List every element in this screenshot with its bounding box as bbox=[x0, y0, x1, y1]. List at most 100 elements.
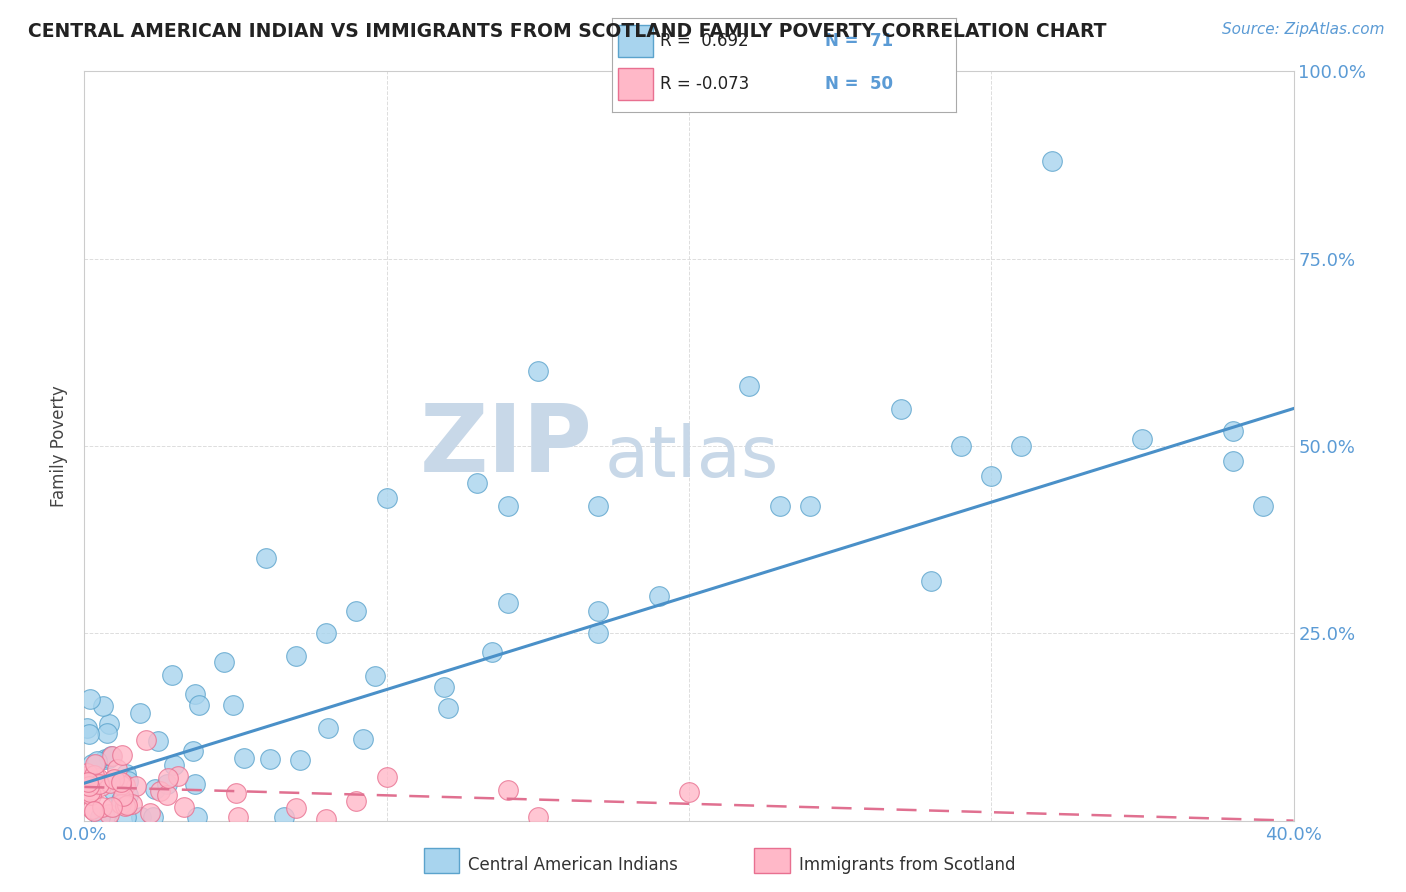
Point bbox=[82, 769, 104, 783]
Point bbox=[156, 789, 179, 803]
Point bbox=[588, 604, 610, 618]
Text: R = -0.073: R = -0.073 bbox=[659, 75, 749, 94]
Point bbox=[84, 756, 107, 771]
Point bbox=[80, 756, 103, 771]
Point bbox=[527, 364, 550, 378]
Point bbox=[97, 807, 120, 822]
Point bbox=[181, 744, 204, 758]
Point bbox=[101, 748, 124, 763]
Point bbox=[588, 499, 610, 513]
Point bbox=[346, 604, 368, 618]
Point bbox=[103, 772, 125, 787]
Point bbox=[115, 810, 138, 824]
Point bbox=[225, 786, 247, 800]
Point bbox=[91, 800, 114, 814]
Point bbox=[111, 748, 134, 763]
Point bbox=[799, 499, 821, 513]
Point bbox=[254, 551, 277, 566]
Point bbox=[156, 777, 179, 791]
Point bbox=[527, 810, 550, 824]
Point bbox=[769, 499, 792, 513]
Point bbox=[100, 776, 122, 790]
Point bbox=[79, 692, 101, 706]
Point bbox=[115, 798, 138, 813]
Point bbox=[678, 785, 700, 799]
Point bbox=[363, 669, 385, 683]
Point bbox=[77, 774, 100, 789]
Point bbox=[112, 789, 135, 803]
Point bbox=[1040, 154, 1063, 169]
Point bbox=[186, 810, 208, 824]
Point bbox=[980, 469, 1002, 483]
Point bbox=[89, 810, 111, 824]
Point bbox=[80, 802, 103, 816]
Point bbox=[1253, 499, 1275, 513]
Point bbox=[285, 648, 308, 663]
Point bbox=[146, 734, 169, 748]
Point bbox=[87, 772, 110, 786]
Point bbox=[160, 668, 183, 682]
Point bbox=[187, 698, 209, 712]
Point bbox=[167, 769, 190, 783]
Point bbox=[222, 698, 245, 712]
Point bbox=[184, 777, 207, 791]
Point bbox=[648, 589, 671, 603]
Point bbox=[114, 799, 136, 814]
Text: atlas: atlas bbox=[605, 423, 779, 491]
Point bbox=[117, 788, 139, 802]
Point bbox=[96, 726, 118, 740]
Point bbox=[163, 758, 186, 772]
Point bbox=[738, 379, 761, 393]
Point bbox=[83, 774, 105, 789]
Point bbox=[97, 751, 120, 765]
Point bbox=[128, 706, 150, 721]
Point bbox=[77, 779, 100, 793]
Point bbox=[103, 783, 125, 797]
Text: CENTRAL AMERICAN INDIAN VS IMMIGRANTS FROM SCOTLAND FAMILY POVERTY CORRELATION C: CENTRAL AMERICAN INDIAN VS IMMIGRANTS FR… bbox=[28, 22, 1107, 41]
Point bbox=[76, 765, 98, 780]
Point bbox=[79, 778, 101, 792]
Point bbox=[184, 686, 207, 700]
Point bbox=[114, 779, 136, 793]
Point bbox=[79, 785, 101, 799]
Point bbox=[890, 401, 912, 416]
Point bbox=[157, 771, 180, 785]
Point bbox=[121, 797, 143, 811]
Point bbox=[142, 810, 165, 824]
Point bbox=[100, 800, 122, 814]
Point bbox=[259, 752, 281, 766]
Bar bbox=[619, 69, 652, 100]
Point bbox=[285, 801, 308, 815]
Bar bbox=[619, 25, 652, 57]
Point bbox=[273, 810, 295, 824]
Point bbox=[496, 499, 519, 513]
Point bbox=[496, 782, 519, 797]
Point bbox=[433, 681, 456, 695]
Point bbox=[76, 721, 98, 735]
Point bbox=[115, 767, 138, 781]
Point bbox=[481, 645, 503, 659]
Point bbox=[226, 809, 249, 823]
Point bbox=[232, 751, 254, 765]
Point bbox=[950, 439, 973, 453]
Point bbox=[76, 774, 98, 789]
Point bbox=[375, 770, 398, 784]
Point bbox=[91, 699, 114, 714]
Point bbox=[83, 804, 105, 818]
Point bbox=[496, 596, 519, 610]
Point bbox=[1130, 432, 1153, 446]
Point bbox=[920, 574, 942, 588]
Point bbox=[1011, 439, 1033, 453]
Point bbox=[117, 774, 139, 789]
Point bbox=[1222, 454, 1244, 468]
Point bbox=[588, 626, 610, 640]
Point bbox=[89, 777, 111, 791]
Point bbox=[135, 733, 157, 747]
Point bbox=[97, 717, 120, 731]
Bar bbox=[423, 847, 460, 872]
Point bbox=[1222, 424, 1244, 438]
Point bbox=[315, 812, 337, 826]
Point bbox=[110, 779, 132, 793]
Point bbox=[94, 752, 117, 766]
Point bbox=[125, 780, 148, 794]
